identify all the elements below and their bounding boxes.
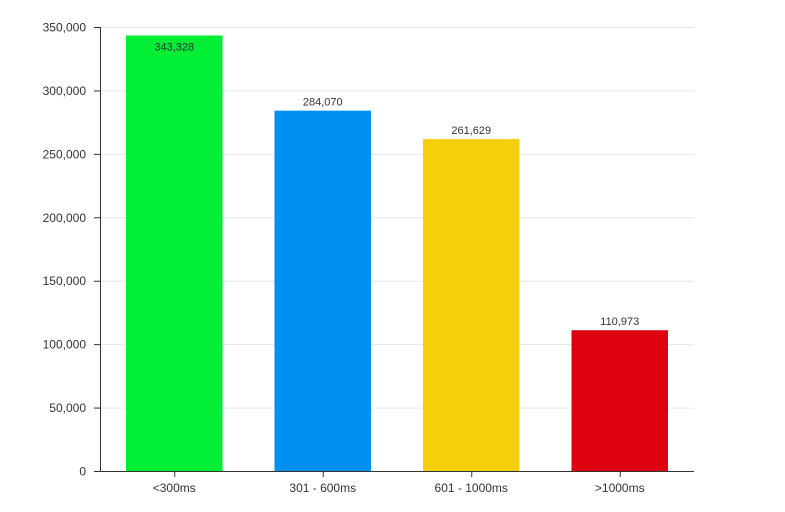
y-tick-label: 300,000 xyxy=(43,84,87,98)
x-tick-label: 601 - 1000ms xyxy=(435,481,508,495)
y-tick-label: 0 xyxy=(79,465,86,479)
axes: 0 50,000 100,000 150,000 200,000 250,000 300,0… xyxy=(43,21,694,495)
bar xyxy=(571,330,669,471)
x-tick-label: <300ms xyxy=(153,481,196,495)
y-tick-label: 150,000 xyxy=(43,274,87,288)
data-label: 343,328 xyxy=(154,41,194,53)
y-tick-label: 100,000 xyxy=(43,338,87,352)
y-tick-label: 50,000 xyxy=(49,401,86,415)
data-label: 110,973 xyxy=(600,316,639,328)
data-label: 284,070 xyxy=(303,97,343,109)
x-tick-label: 301 - 600ms xyxy=(289,481,356,495)
data-label: 261,629 xyxy=(451,125,491,137)
data-labels: 343,328 284,070 261,629 110,973 xyxy=(154,41,639,328)
bars xyxy=(125,35,669,472)
bar xyxy=(422,139,520,471)
x-tick-label: >1000ms xyxy=(595,481,645,495)
y-tick-label: 350,000 xyxy=(43,21,87,35)
bar xyxy=(125,35,223,472)
y-tick-label: 250,000 xyxy=(43,147,87,161)
bar xyxy=(274,110,372,472)
y-tick-label: 200,000 xyxy=(43,211,87,225)
